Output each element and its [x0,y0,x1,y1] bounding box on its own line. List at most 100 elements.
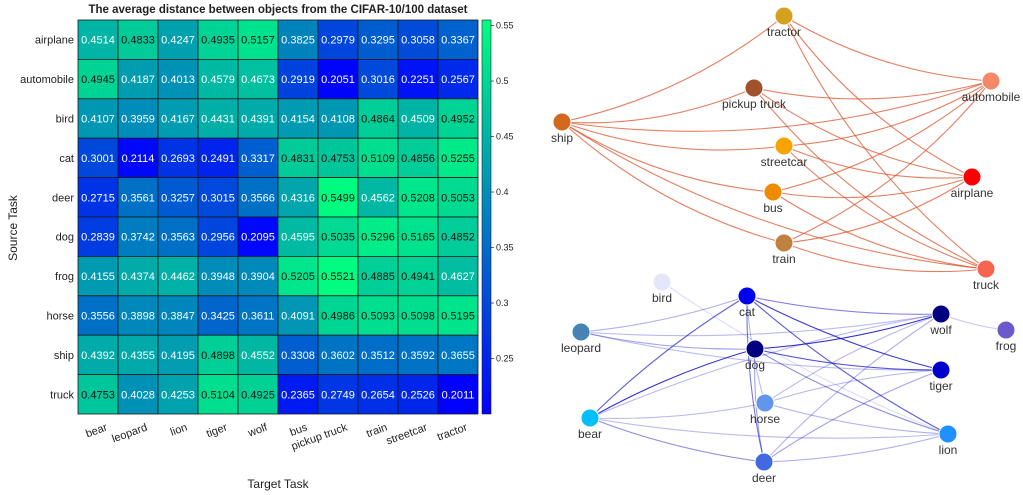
heatmap-cell-label: 0.4673 [241,74,275,86]
heatmap-cell [437,177,479,218]
node-label: frog [996,339,1017,353]
network-edge [783,15,987,270]
y-tick-label: ship [54,350,74,362]
heatmap-ylabel: Source Task [6,194,20,261]
heatmap-cell [437,98,479,139]
node-label: wolf [929,323,952,337]
node-label: automobile [962,90,1021,104]
heatmap-cell-label: 0.4374 [121,271,155,283]
heatmap-cell [397,98,439,139]
heatmap-cell [157,19,199,60]
heatmap-xlabel: Target Task [247,477,309,491]
heatmap-cell-label: 0.3308 [281,350,315,362]
heatmap-cell [277,374,319,415]
network-edge [753,87,987,270]
heatmap-cell-label: 0.5205 [281,271,315,283]
heatmap-cell-label: 0.3295 [361,35,395,47]
heatmap-cell-label: 0.3566 [241,192,275,204]
node-lion [938,424,958,444]
node-tractor [774,6,794,26]
heatmap-cell [317,374,359,415]
heatmap-cell [277,216,319,257]
heatmap-cell-label: 0.3948 [201,271,235,283]
heatmap-cell [77,137,119,178]
network-edge [561,121,987,270]
heatmap-cell-label: 0.4852 [441,232,475,244]
heatmap-cell [437,295,479,336]
heatmap-cell [437,137,479,178]
heatmap-cell [197,374,239,415]
node-label: leopard [561,341,601,355]
node-pickup [744,78,764,98]
heatmap-cell [357,374,399,415]
network-edge [580,295,748,333]
network-edge [754,348,949,435]
node-label: bus [763,201,782,215]
colorbar-tick-label: 0.45 [496,132,514,142]
heatmap-cell [397,374,439,415]
network-edge [589,417,949,439]
x-tick-label: lion [169,422,189,439]
heatmap-cell [397,334,439,376]
network-edge [783,15,973,178]
node-frog [996,320,1016,340]
network-edge [746,295,942,315]
heatmap-cell-label: 0.4253 [161,389,195,401]
heatmap-cell-label: 0.5053 [441,192,475,204]
heatmap-cell [437,334,479,376]
y-tick-label: truck [50,389,74,401]
network-edge [764,369,942,404]
vehicle-network-nodes: tractor pickup truck streetcar bus train ship… [551,6,1021,292]
heatmap-cell-label: 0.4935 [201,35,235,47]
node-bus [763,182,783,202]
heatmap-cell [317,334,359,376]
heatmap-cell [197,216,239,257]
network-edge [754,313,942,350]
x-tick-label: bear [84,421,109,440]
heatmap-cell-label: 0.4952 [441,114,475,126]
heatmap-cell-label: 0.3959 [121,114,155,126]
x-tick-label: tractor [436,421,470,443]
heatmap-cell-label: 0.5195 [441,311,475,323]
node-dog [745,339,765,359]
heatmap-cell [357,59,399,100]
network-edge [783,145,973,179]
node-label: airplane [951,186,994,200]
heatmap-cell-label: 0.2491 [201,153,235,165]
heatmap-cell [397,216,439,257]
heatmap-cell-label: 0.4753 [321,153,355,165]
heatmap-cell-label: 0.4986 [321,311,355,323]
node-tiger [931,360,951,380]
node-label: horse [750,412,780,426]
heatmap-cell-label: 0.3898 [121,311,155,323]
heatmap-cell-label: 0.2095 [241,232,275,244]
network-edge [783,80,992,147]
heatmap-cell [157,295,199,336]
heatmap-cell-label: 0.3655 [441,350,475,362]
heatmap-cell-label: 0.5165 [401,232,435,244]
heatmap-cell-label: 0.5104 [201,389,235,401]
heatmap-cell [157,374,199,415]
heatmap-cell [117,98,159,139]
y-tick-label: frog [55,271,74,283]
heatmap-cell-label: 0.2011 [442,389,475,401]
heatmap-cell-label: 0.4187 [121,74,155,86]
heatmap-cell [77,216,119,257]
heatmap-cell [357,19,399,60]
heatmap-cell-label: 0.4864 [361,114,395,126]
heatmap-cell [357,295,399,336]
heatmap-cell-label: 0.4462 [161,271,195,283]
heatmap-cell-label: 0.3742 [121,232,155,244]
heatmap-cell-label: 0.3058 [401,35,435,47]
heatmap-cell [157,334,199,376]
heatmap-cell-label: 0.4627 [441,271,475,283]
heatmap-cell-label: 0.3561 [121,192,155,204]
network-edge [764,313,942,404]
network-edge [772,176,973,199]
heatmap-cell-label: 0.2654 [361,389,395,401]
network-edge [763,313,942,463]
heatmap-cell [197,59,239,100]
x-tick-label: wolf [246,421,270,440]
heatmap-cell-label: 0.4831 [281,153,315,165]
